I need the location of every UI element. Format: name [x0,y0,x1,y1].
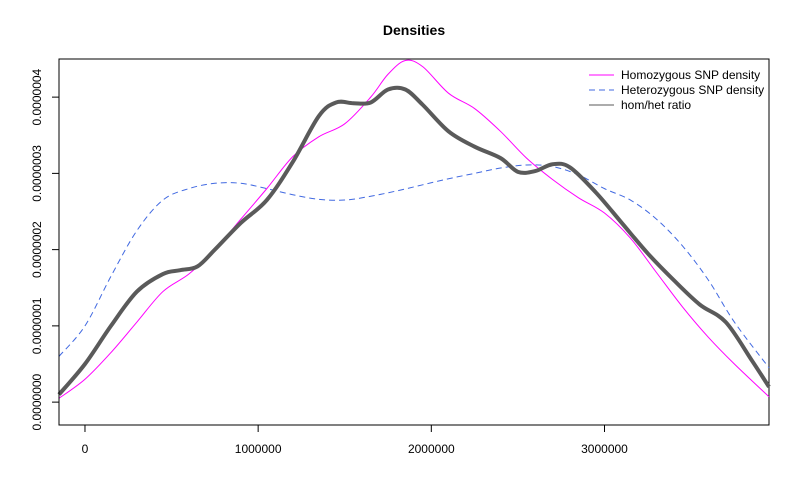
y-tick-label: 0.0000001 [30,297,44,354]
x-tick-label: 1000000 [235,442,282,456]
x-axis: 0 1000000 2000000 3000000 [82,424,628,456]
chart-title: Densities [383,22,445,38]
series-line-hom-het-ratio [57,85,771,396]
y-tick-label: 0.0000000 [30,373,44,430]
y-tick-label: 0.0000003 [30,145,44,202]
x-tick-label: 0 [82,442,89,456]
series-layer [57,59,771,399]
y-tick-label: 0.0000004 [30,68,44,125]
series-line-heterozygous-snp-density [58,164,770,369]
y-axis: 0.0000000 0.0000001 0.0000002 0.0000003 0.00… [30,68,60,430]
series-line-homozygous-snp-density [58,59,770,399]
y-tick-label: 0.0000002 [30,221,44,278]
legend-label: hom/het ratio [621,98,691,112]
legend-label: Heterozygous SNP density [621,83,764,97]
x-tick-label: 3000000 [581,442,628,456]
legend-label: Homozygous SNP density [621,68,760,82]
plot-frame [58,58,770,426]
x-tick-label: 2000000 [408,442,455,456]
